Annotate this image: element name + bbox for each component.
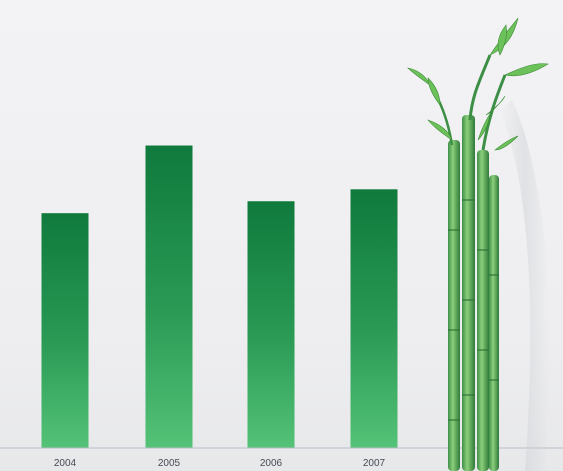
x-tick-label-2005: 2005 xyxy=(158,458,181,469)
x-tick-label-2007: 2007 xyxy=(363,458,386,469)
bar-2004 xyxy=(41,213,89,448)
bar-2006 xyxy=(247,201,295,448)
x-tick-label-2006: 2006 xyxy=(260,458,283,469)
bamboo-illustration xyxy=(407,17,550,471)
bar-2005 xyxy=(145,145,193,448)
x-tick-label-2004: 2004 xyxy=(54,458,77,469)
bars-group xyxy=(41,145,398,449)
bar-2007 xyxy=(350,189,398,449)
x-tick-labels: 2004 2005 2006 2007 xyxy=(54,458,386,469)
